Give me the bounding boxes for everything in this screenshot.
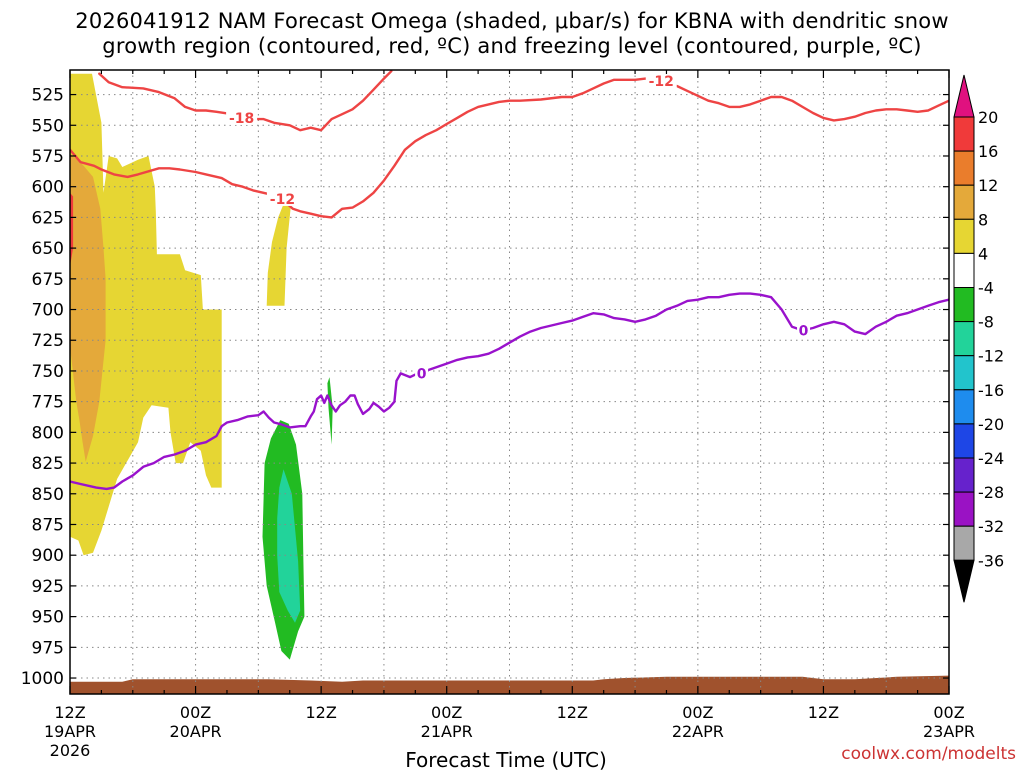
isotherm-minus12-label-1: -12 xyxy=(270,192,295,208)
terrain-layer xyxy=(70,675,949,694)
freezing-level-label-bg-1 xyxy=(415,365,429,381)
xtick-label-0-1: 19APR xyxy=(44,722,96,741)
colorbar-label-7: -12 xyxy=(978,347,1004,366)
x-axis-label: Forecast Time (UTC) xyxy=(405,748,607,772)
freezing-level-label-2: 0 xyxy=(799,323,809,339)
omega-region-1 xyxy=(70,73,222,556)
freezing-level-label-bg-2 xyxy=(797,322,811,338)
xtick-label-48-0: 12Z xyxy=(557,703,588,722)
xtick-label-0-0: 12Z xyxy=(54,703,85,722)
ytick-label-525: 525 xyxy=(32,86,64,106)
colorbar-over-triangle xyxy=(953,74,975,118)
omega-region-6 xyxy=(277,469,301,623)
colorbar-bin-11 xyxy=(953,457,975,493)
xtick-label-60-0: 00Z xyxy=(682,703,713,722)
ytick-label-600: 600 xyxy=(32,178,64,198)
colorbar-bin-6 xyxy=(953,287,975,323)
xtick-label-84-1: 23APR xyxy=(923,722,975,741)
ytick-label-625: 625 xyxy=(32,208,64,228)
ytick-label-900: 900 xyxy=(32,546,64,566)
xtick-label-12-0: 00Z xyxy=(180,703,211,722)
colorbar-bin-1 xyxy=(953,116,975,152)
chart-title-line-2: growth region (contoured, red, ºC) and f… xyxy=(102,34,922,58)
xtick-label-0-2: 2026 xyxy=(50,741,91,760)
ytick-label-825: 825 xyxy=(32,454,64,474)
xtick-label-72-0: 12Z xyxy=(808,703,839,722)
colorbar-label-8: -16 xyxy=(978,381,1004,400)
omega-region-3 xyxy=(70,153,106,462)
isotherm-minus12-label-bg-2 xyxy=(645,73,677,89)
ytick-label-650: 650 xyxy=(32,239,64,259)
ytick-label-975: 975 xyxy=(32,638,64,658)
colorbar-label-11: -28 xyxy=(978,483,1004,502)
colorbar-bin-5 xyxy=(953,252,975,288)
colorbar-label-6: -8 xyxy=(978,313,994,332)
colorbar-label-12: -32 xyxy=(978,517,1004,536)
colorbar: 20 16 12 8 4 -4 -8 -12 -16 -20 -24 -28 -32 -36 xyxy=(953,74,1004,603)
colorbar-label-10: -24 xyxy=(978,449,1004,468)
omega-region-2 xyxy=(266,196,292,306)
ytick-label-575: 575 xyxy=(32,147,64,167)
colorbar-label-0: 20 xyxy=(978,108,998,127)
terrain-ground xyxy=(70,675,949,694)
xtick-label-12-1: 20APR xyxy=(170,722,222,741)
omega-region-7 xyxy=(327,377,333,445)
ytick-label-925: 925 xyxy=(32,577,64,597)
axis-layer: 525 550 575 600 625 650 675 700 725 750 775 800 825 8… xyxy=(21,70,975,760)
colorbar-label-9: -20 xyxy=(978,415,1004,434)
colorbar-bin-2 xyxy=(953,150,975,186)
colorbar-bin-7 xyxy=(953,321,975,357)
colorbar-label-4: 4 xyxy=(978,244,988,263)
ytick-label-775: 775 xyxy=(32,393,64,413)
credit-text: coolwx.com/modelts xyxy=(841,744,1016,764)
ytick-label-800: 800 xyxy=(32,423,64,443)
colorbar-under-triangle xyxy=(953,559,975,603)
ytick-label-950: 950 xyxy=(32,608,64,628)
isotherm-minus18-line-1 xyxy=(98,70,393,132)
isotherm-minus18-label-1: -18 xyxy=(229,111,254,127)
colorbar-bin-9 xyxy=(953,389,975,425)
colorbar-bin-10 xyxy=(953,423,975,459)
grid-layer xyxy=(70,70,949,694)
ytick-label-850: 850 xyxy=(32,485,64,505)
isotherm-minus12-label-2: -12 xyxy=(649,74,674,90)
colorbar-bin-3 xyxy=(953,184,975,220)
ytick-label-750: 750 xyxy=(32,362,64,382)
xtick-label-24-0: 12Z xyxy=(305,703,336,722)
colorbar-label-3: 8 xyxy=(978,210,988,229)
ytick-label-550: 550 xyxy=(32,116,64,136)
colorbar-bin-4 xyxy=(953,218,975,254)
contour-label-layer: -12 -12 -18 0 0 xyxy=(226,73,811,382)
xtick-label-84-0: 00Z xyxy=(933,703,964,722)
colorbar-label-5: -4 xyxy=(978,279,994,298)
chart-title-line-1: 2026041912 NAM Forecast Omega (shaded, μ… xyxy=(75,9,949,33)
isotherm-minus18-label-bg-1 xyxy=(226,109,258,125)
omega-shading-layer xyxy=(70,73,333,660)
xtick-label-36-0: 00Z xyxy=(431,703,462,722)
freezing-level-label-1: 0 xyxy=(417,366,427,382)
colorbar-bin-8 xyxy=(953,355,975,391)
ytick-label-1000: 1000 xyxy=(21,669,64,689)
ytick-label-675: 675 xyxy=(32,270,64,290)
ytick-label-875: 875 xyxy=(32,515,64,535)
ytick-label-700: 700 xyxy=(32,301,64,321)
colorbar-label-1: 16 xyxy=(978,142,998,161)
colorbar-label-13: -36 xyxy=(978,551,1004,570)
colorbar-bin-13 xyxy=(953,525,975,561)
colorbar-bin-12 xyxy=(953,491,975,527)
isotherm-minus12-line-1 xyxy=(70,77,949,219)
colorbar-label-2: 12 xyxy=(978,176,998,195)
xtick-label-36-1: 21APR xyxy=(421,722,473,741)
xtick-label-60-1: 22APR xyxy=(672,722,724,741)
isotherm-minus12-label-bg-1 xyxy=(266,190,298,206)
ytick-label-725: 725 xyxy=(32,331,64,351)
